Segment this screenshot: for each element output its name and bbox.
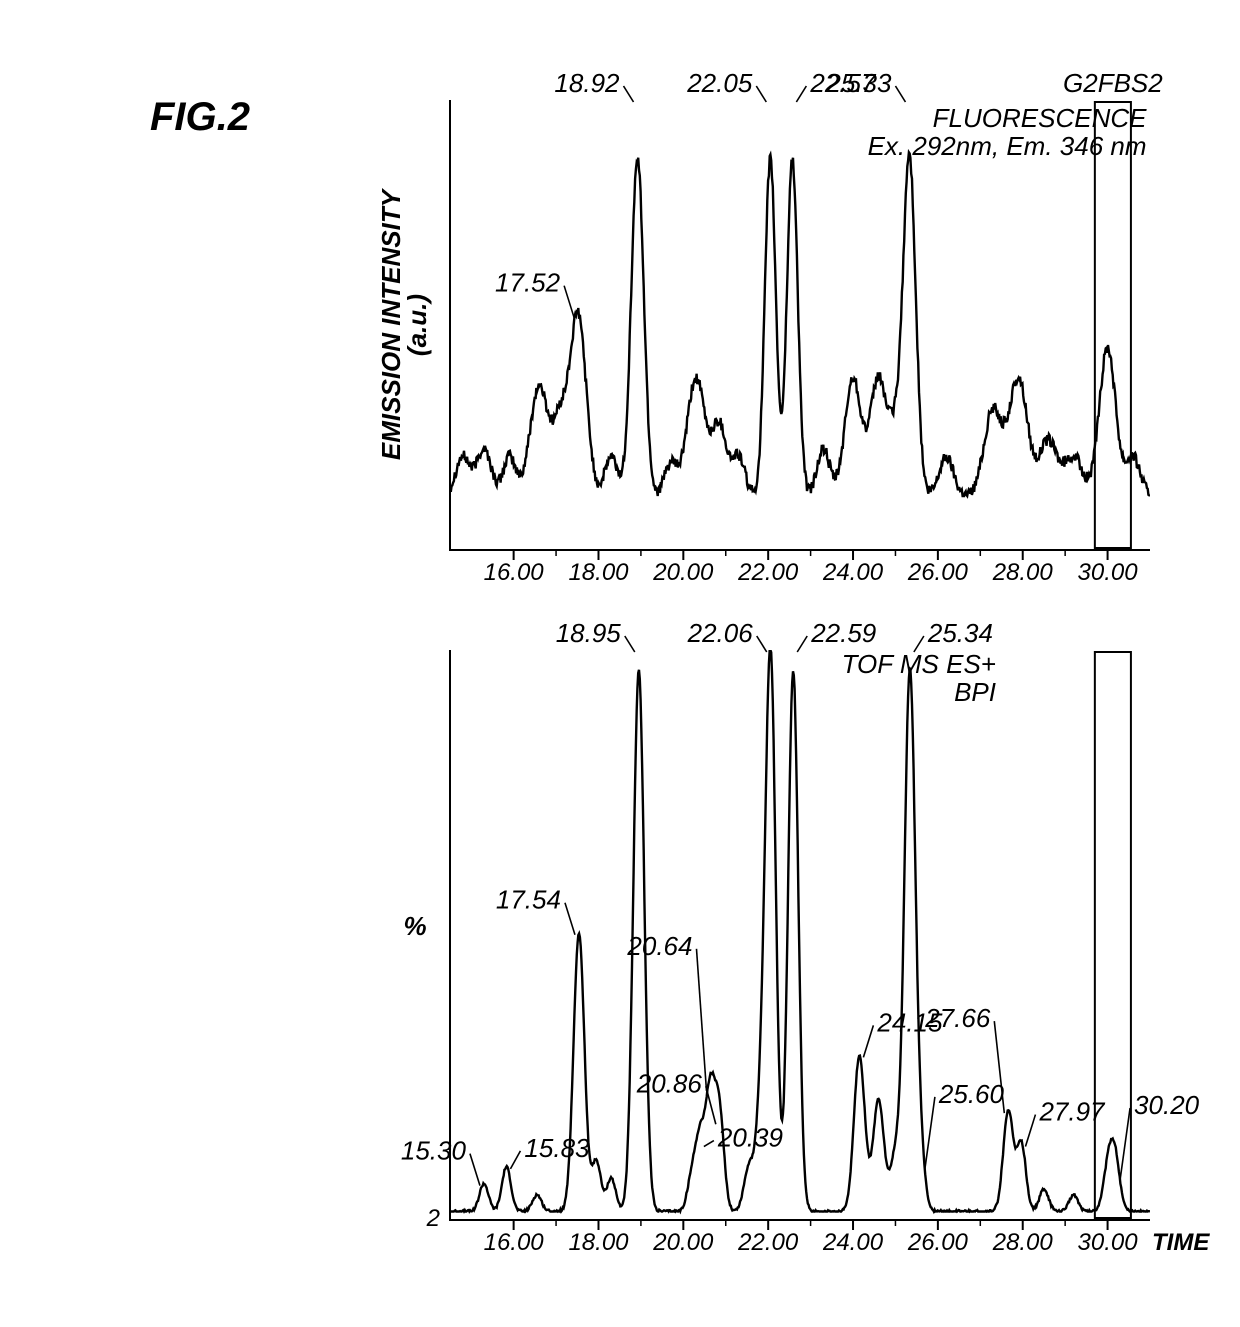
peak-label-leader [1120, 1108, 1130, 1180]
figure-label: FIG.2 [150, 95, 250, 139]
peak-label-leader [564, 286, 574, 318]
peak-label: 20.64 [626, 931, 692, 961]
chromatogram-trace [450, 152, 1150, 496]
peak-label-leader [757, 636, 767, 652]
panel-fluorescence: G2FBS2 16.00 18.00 20.00 22.00 24.00 26.00 28.0… [376, 68, 1163, 586]
peak-label-leader [704, 1141, 714, 1147]
panel-tof-ms: 16.00 18.00 20.00 22.00 24.00 26.00 28.00 30.00… [401, 618, 1210, 1256]
peak-label-leader [510, 1151, 520, 1169]
panel-corner-text: BPI [954, 677, 996, 707]
peak-label: 25.33 [825, 68, 892, 98]
x-tick-label: 28.00 [992, 559, 1054, 586]
x-tick-label: 24.00 [822, 1229, 884, 1256]
peak-label-leader [706, 1086, 716, 1124]
axis-frame [450, 100, 1150, 550]
peak-label: 18.95 [556, 618, 622, 648]
panel-corner-text: TOF MS ES+ [842, 649, 996, 679]
peak-label: 17.52 [495, 268, 561, 298]
x-tick-label: 28.00 [992, 1229, 1054, 1256]
peak-label: 30.20 [1134, 1090, 1200, 1120]
peak-label-leader [625, 636, 635, 652]
x-tick-label: 26.00 [907, 1229, 969, 1256]
peak-label: 25.60 [938, 1079, 1005, 1109]
highlight-box-label: G2FBS2 [1063, 68, 1163, 98]
peak-label: 25.34 [927, 618, 993, 648]
peak-label: 20.86 [636, 1068, 703, 1098]
chromatogram-trace [450, 650, 1150, 1212]
x-tick-label: 26.00 [907, 559, 969, 586]
peak-label-leader [796, 86, 806, 102]
x-tick-label: 22.00 [737, 559, 799, 586]
y-axis-label: % [403, 911, 426, 941]
peak-label: 27.66 [924, 1003, 991, 1033]
x-tick-label: 30.00 [1078, 559, 1139, 586]
peak-label: 15.83 [524, 1133, 590, 1163]
x-tick-label: 24.00 [822, 559, 884, 586]
x-tick-label: 18.00 [568, 559, 629, 586]
x-tick-label: 18.00 [568, 1229, 629, 1256]
peak-label-leader [1025, 1115, 1035, 1147]
panel-corner-text: FLUORESCENCE [933, 103, 1147, 133]
peak-label: 22.06 [687, 618, 754, 648]
peak-label-leader [565, 903, 575, 935]
x-tick-label: 20.00 [652, 559, 714, 586]
x-tick-label: 16.00 [484, 1229, 545, 1256]
peak-label-leader [925, 1097, 935, 1169]
panel-corner-text: Ex. 292nm, Em. 346 nm [868, 131, 1147, 161]
peak-label-leader [470, 1154, 480, 1186]
peak-label-leader [895, 86, 905, 102]
highlight-box [1095, 652, 1131, 1218]
peak-label: 17.54 [496, 885, 561, 915]
peak-label-leader [756, 86, 766, 102]
y-tick-label: 2 [426, 1205, 440, 1232]
peak-label: 22.59 [810, 618, 876, 648]
peak-label: 20.39 [717, 1123, 783, 1153]
x-tick-label: 30.00 [1078, 1229, 1139, 1256]
y-axis-label: (a.u.) [402, 294, 432, 356]
peak-label-leader [797, 636, 807, 652]
x-tick-label: 16.00 [484, 559, 545, 586]
figure-canvas: FIG.2 G2FBS2 16.00 18.00 20.00 22.00 24.00 26.0… [0, 0, 1240, 1327]
peak-label: 22.05 [686, 68, 753, 98]
peak-label-leader [863, 1025, 873, 1057]
peak-label: 27.97 [1038, 1097, 1106, 1127]
x-axis-label: TIME [1152, 1229, 1210, 1256]
x-tick-label: 22.00 [737, 1229, 799, 1256]
peak-label: 15.30 [401, 1136, 467, 1166]
highlight-box [1095, 102, 1131, 548]
peak-label: 18.92 [554, 68, 620, 98]
x-tick-label: 20.00 [652, 1229, 714, 1256]
peak-label-leader [624, 86, 634, 102]
